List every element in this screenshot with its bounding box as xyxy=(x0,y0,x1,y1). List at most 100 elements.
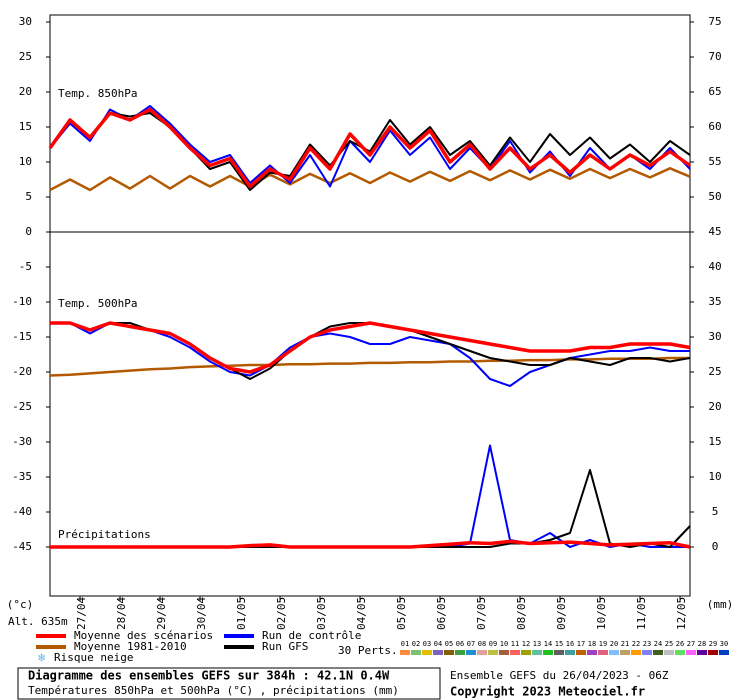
perturbation-label: 19 xyxy=(599,640,607,648)
perturbation-swatch xyxy=(433,650,443,655)
perturbation-swatch xyxy=(554,650,564,655)
x-tick-label: 04/05 xyxy=(355,597,368,630)
perturbation-label: 27 xyxy=(687,640,695,648)
legend-label: Moyenne des scénarios xyxy=(74,629,213,642)
y2-tick-label: 25 xyxy=(708,365,721,378)
perturbation-swatch xyxy=(532,650,542,655)
y2-tick-label: 10 xyxy=(708,470,721,483)
perturbation-swatch xyxy=(675,650,685,655)
y2-tick-label: 65 xyxy=(708,85,721,98)
y2-tick-label: 50 xyxy=(708,190,721,203)
y-tick-label: 25 xyxy=(19,50,32,63)
perturbation-label: 21 xyxy=(621,640,629,648)
footer-run: Ensemble GEFS du 26/04/2023 - 06Z xyxy=(450,669,669,682)
panel-label: Temp. 850hPa xyxy=(58,87,137,100)
panel-label: Temp. 500hPa xyxy=(58,297,137,310)
footer-title: Diagramme des ensembles GEFS sur 384h : … xyxy=(28,669,390,683)
perturbation-label: 07 xyxy=(467,640,475,648)
perturbation-label: 30 xyxy=(720,640,728,648)
perturbation-swatch xyxy=(620,650,630,655)
legend-label: Run de contrôle xyxy=(262,629,361,642)
y-tick-label: 20 xyxy=(19,85,32,98)
panel-label: Précipitations xyxy=(58,528,151,541)
perturbation-swatch xyxy=(455,650,465,655)
perturbation-swatch xyxy=(686,650,696,655)
snow-icon: ❄ xyxy=(38,651,45,665)
perturbation-label: 16 xyxy=(566,640,574,648)
perturbation-label: 28 xyxy=(698,640,706,648)
perturbation-swatch xyxy=(697,650,707,655)
x-tick-label: 12/05 xyxy=(675,597,688,630)
perturbation-label: 15 xyxy=(555,640,563,648)
perturbation-label: 11 xyxy=(511,640,519,648)
y-tick-label: 0 xyxy=(25,225,32,238)
legend-label: Risque neige xyxy=(54,651,133,664)
perturbation-label: 17 xyxy=(577,640,585,648)
perturbation-label: 29 xyxy=(709,640,717,648)
y2-tick-label: 55 xyxy=(708,155,721,168)
perturbation-label: 08 xyxy=(478,640,486,648)
y2-tick-label: 70 xyxy=(708,50,721,63)
perturbation-label: 24 xyxy=(654,640,662,648)
y2-tick-label: 15 xyxy=(708,435,721,448)
perturbation-swatch xyxy=(521,650,531,655)
y-tick-label: 15 xyxy=(19,120,32,133)
x-tick-label: 10/05 xyxy=(595,597,608,630)
perturbation-swatch xyxy=(477,650,487,655)
perturbation-label: 25 xyxy=(665,640,673,648)
perturbation-swatch xyxy=(499,650,509,655)
y2-tick-label: 0 xyxy=(712,540,719,553)
perturbation-label: 20 xyxy=(610,640,618,648)
x-tick-label: 09/05 xyxy=(555,597,568,630)
x-tick-label: 08/05 xyxy=(515,597,528,630)
perturbation-label: 05 xyxy=(445,640,453,648)
perturbation-label: 22 xyxy=(632,640,640,648)
perturbation-label: 09 xyxy=(489,640,497,648)
y-tick-label: -20 xyxy=(12,365,32,378)
x-tick-label: 28/04 xyxy=(115,597,128,630)
series-line xyxy=(50,321,691,374)
x-tick-label: 03/05 xyxy=(315,597,328,630)
x-tick-label: 29/04 xyxy=(155,597,168,630)
perturbation-swatch xyxy=(609,650,619,655)
x-tick-label: 11/05 xyxy=(635,597,648,630)
y2-tick-label: 20 xyxy=(708,400,721,413)
perturbation-label: 04 xyxy=(434,640,442,648)
y2-tick-label: 75 xyxy=(708,15,721,28)
perturbation-label: 14 xyxy=(544,640,552,648)
y-tick-label: -30 xyxy=(12,435,32,448)
series-line xyxy=(48,107,692,189)
perturbation-swatch xyxy=(631,650,641,655)
perturbation-label: 12 xyxy=(522,640,530,648)
y2-unit: (mm) xyxy=(707,598,734,611)
perturbation-swatch xyxy=(411,650,421,655)
perturbation-swatch xyxy=(598,650,608,655)
perturbation-label: 10 xyxy=(500,640,508,648)
series-line xyxy=(49,167,691,192)
perturbation-swatch xyxy=(565,650,575,655)
altitude: Alt. 635m xyxy=(8,615,68,628)
y-tick-label: -15 xyxy=(12,330,32,343)
y2-tick-label: 30 xyxy=(708,330,721,343)
y-unit: (°c) xyxy=(7,598,34,611)
perturbation-label: 18 xyxy=(588,640,596,648)
perturbation-swatch xyxy=(488,650,498,655)
perturbation-swatch xyxy=(664,650,674,655)
perturbation-swatch xyxy=(708,650,718,655)
x-tick-label: 05/05 xyxy=(395,597,408,630)
perturbation-swatch xyxy=(576,650,586,655)
y-tick-label: 5 xyxy=(25,190,32,203)
y2-tick-label: 45 xyxy=(708,225,721,238)
y-tick-label: -25 xyxy=(12,400,32,413)
perturbation-label: 03 xyxy=(423,640,431,648)
perturbation-swatch xyxy=(400,650,410,655)
y-tick-label: -10 xyxy=(12,295,32,308)
series-line xyxy=(50,539,691,549)
footer-copyright: Copyright 2023 Meteociel.fr xyxy=(450,685,645,699)
legend-label: Moyenne 1981-2010 xyxy=(74,640,187,653)
footer-box xyxy=(17,667,441,700)
perturbation-swatch xyxy=(422,650,432,655)
perturbation-swatch xyxy=(466,650,476,655)
footer-subtitle: Températures 850hPa et 500hPa (°C) , pré… xyxy=(28,684,399,697)
